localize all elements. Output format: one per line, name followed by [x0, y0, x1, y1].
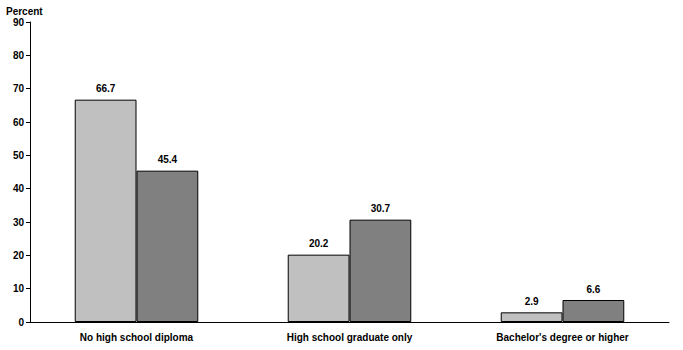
- svg-text:80: 80: [13, 50, 25, 61]
- svg-text:20: 20: [13, 250, 25, 261]
- svg-text:10: 10: [13, 283, 25, 294]
- svg-text:2.9: 2.9: [525, 296, 539, 307]
- svg-text:Percent: Percent: [6, 6, 43, 17]
- svg-text:50: 50: [13, 150, 25, 161]
- svg-text:60: 60: [13, 117, 25, 128]
- svg-text:30: 30: [13, 217, 25, 228]
- svg-text:45.4: 45.4: [158, 154, 178, 165]
- svg-text:6.6: 6.6: [586, 284, 600, 295]
- svg-text:66.7: 66.7: [96, 83, 116, 94]
- svg-text:90: 90: [13, 17, 25, 28]
- svg-text:20.2: 20.2: [309, 238, 329, 249]
- svg-text:High school graduate only: High school graduate only: [287, 332, 413, 343]
- svg-text:40: 40: [13, 183, 25, 194]
- svg-text:30.7: 30.7: [371, 203, 391, 214]
- svg-text:Bachelor's degree or higher: Bachelor's degree or higher: [496, 332, 629, 343]
- svg-text:No high school diploma: No high school diploma: [80, 332, 194, 343]
- svg-text:0: 0: [18, 317, 24, 328]
- svg-text:70: 70: [13, 83, 25, 94]
